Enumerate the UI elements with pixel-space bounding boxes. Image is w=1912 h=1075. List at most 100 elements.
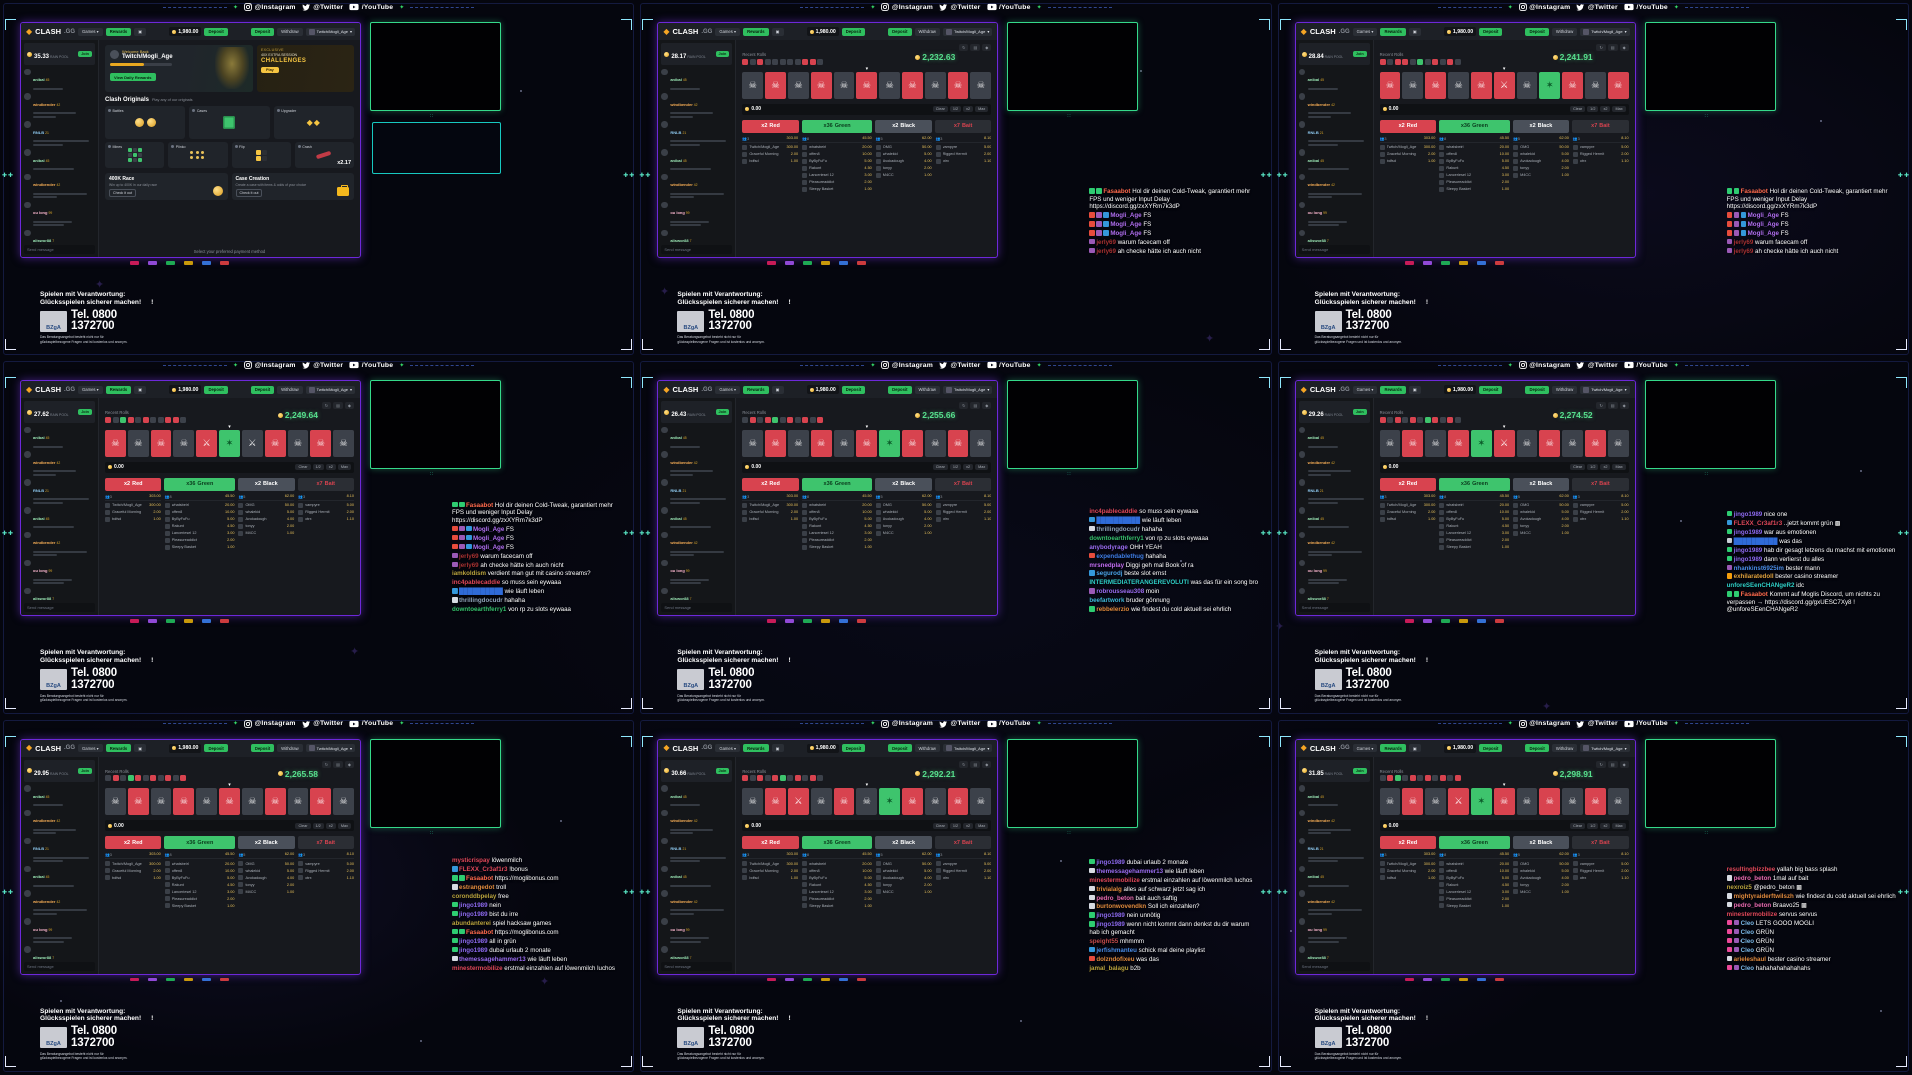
- bet-quick-button[interactable]: 1/2: [949, 822, 962, 829]
- profile-chip[interactable]: Twitch/Mogli_Age ▾: [305, 744, 355, 753]
- bet-quick-button[interactable]: x2: [963, 106, 974, 112]
- roulette-control-button[interactable]: ◆: [1619, 760, 1629, 768]
- bet-quick-button[interactable]: x2: [325, 464, 336, 471]
- rewards-button[interactable]: Rewards: [743, 385, 769, 394]
- roulette-control-button[interactable]: ↻: [959, 760, 969, 768]
- bet-amount-input[interactable]: 0.00: [751, 464, 762, 471]
- youtube-handle[interactable]: /YouTube: [986, 361, 1031, 369]
- bet-button-green[interactable]: x36 Green: [1439, 477, 1510, 491]
- bet-button-black[interactable]: x2 Black: [1512, 477, 1570, 491]
- youtube-handle[interactable]: /YouTube: [349, 361, 393, 369]
- roulette-control-button[interactable]: ↻: [1596, 760, 1606, 768]
- games-menu-button[interactable]: Games ▾: [715, 744, 741, 753]
- deposit-button-right[interactable]: Deposit: [250, 744, 275, 753]
- bet-quick-button[interactable]: x2: [963, 822, 974, 829]
- deposit-button[interactable]: Deposit: [204, 385, 228, 394]
- deposit-button[interactable]: Deposit: [204, 27, 228, 36]
- profile-chip[interactable]: Twitch/Mogli_Age ▾: [305, 27, 355, 36]
- bet-button-bait[interactable]: x7 Bait: [934, 836, 992, 850]
- roulette-control-button[interactable]: ◆: [1619, 44, 1629, 51]
- twitter-handle[interactable]: @Twitter: [939, 720, 981, 728]
- games-menu-button[interactable]: Games ▾: [78, 385, 103, 394]
- roulette-control-button[interactable]: ↻: [321, 402, 332, 410]
- roulette-control-button[interactable]: ▤: [970, 402, 981, 410]
- deposit-button[interactable]: Deposit: [841, 385, 866, 394]
- twitter-handle[interactable]: @Twitter: [302, 3, 344, 11]
- youtube-handle[interactable]: /YouTube: [349, 3, 393, 11]
- roulette-control-button[interactable]: ◆: [344, 402, 354, 410]
- roulette-control-button[interactable]: ▤: [1607, 402, 1618, 410]
- games-menu-button[interactable]: Games ▾: [78, 27, 103, 36]
- bet-button-green[interactable]: x36 Green: [801, 836, 873, 850]
- case-creation-banner[interactable]: Case Creation Create a case with items & …: [231, 173, 354, 200]
- game-card-cases[interactable]: Cases: [189, 106, 270, 139]
- rewards-button[interactable]: Rewards: [105, 27, 132, 36]
- rain-join-button[interactable]: Join: [1352, 51, 1367, 57]
- bet-button-bait[interactable]: x7 Bait: [297, 477, 354, 491]
- bet-quick-button[interactable]: 1/2: [312, 464, 324, 471]
- play-button[interactable]: Play: [260, 67, 279, 73]
- twitter-handle[interactable]: @Twitter: [939, 361, 981, 369]
- bet-button-green[interactable]: x36 Green: [164, 836, 236, 850]
- game-card-mines[interactable]: Mines: [105, 142, 165, 168]
- bet-button-black[interactable]: x2 Black: [238, 836, 295, 850]
- games-menu-button[interactable]: Games ▾: [1352, 385, 1378, 394]
- instagram-handle[interactable]: @Instagram: [881, 3, 933, 11]
- roulette-control-button[interactable]: ◆: [1619, 402, 1629, 410]
- bet-button-red[interactable]: x2 Red: [105, 836, 162, 850]
- roulette-control-button[interactable]: ▤: [970, 760, 981, 768]
- roulette-control-button[interactable]: ◆: [982, 760, 992, 768]
- bet-quick-button[interactable]: x2: [1600, 464, 1611, 471]
- twitter-handle[interactable]: @Twitter: [302, 720, 344, 728]
- bet-button-bait[interactable]: x7 Bait: [934, 477, 992, 491]
- bet-button-green[interactable]: x36 Green: [801, 477, 873, 491]
- instagram-handle[interactable]: @Instagram: [881, 719, 933, 728]
- chat-message-input[interactable]: Send message: [24, 961, 95, 971]
- free-case-icon-button[interactable]: ▣: [134, 385, 147, 394]
- bet-button-bait[interactable]: x7 Bait: [1572, 836, 1629, 850]
- bet-amount-input[interactable]: 0.00: [1388, 106, 1399, 112]
- bet-amount-input[interactable]: 0.00: [751, 106, 762, 112]
- roulette-control-button[interactable]: ▤: [1607, 44, 1618, 51]
- chat-message-input[interactable]: Send message: [24, 603, 95, 613]
- withdraw-button[interactable]: Withdraw: [914, 385, 940, 394]
- deposit-button-right[interactable]: Deposit: [250, 27, 275, 36]
- games-menu-button[interactable]: Games ▾: [1352, 744, 1378, 753]
- deposit-button[interactable]: Deposit: [1479, 27, 1503, 36]
- chat-message-input[interactable]: Send message: [1298, 603, 1370, 613]
- deposit-button-right[interactable]: Deposit: [1525, 385, 1549, 394]
- game-card-upgrader[interactable]: Upgrader ◆◆: [273, 106, 354, 139]
- chat-message-input[interactable]: Send message: [661, 603, 733, 613]
- chat-message-input[interactable]: Send message: [1298, 245, 1370, 254]
- withdraw-button[interactable]: Withdraw: [277, 744, 303, 753]
- bet-button-bait[interactable]: x7 Bait: [297, 836, 354, 850]
- instagram-handle[interactable]: @Instagram: [1518, 361, 1571, 370]
- deposit-button[interactable]: Deposit: [1479, 744, 1503, 753]
- game-card-flip[interactable]: Flip: [231, 142, 291, 168]
- roulette-control-button[interactable]: ▤: [1607, 760, 1618, 768]
- deposit-button-right[interactable]: Deposit: [888, 385, 912, 394]
- deposit-button-right[interactable]: Deposit: [888, 744, 912, 753]
- bet-button-bait[interactable]: x7 Bait: [1572, 477, 1629, 491]
- free-case-icon-button[interactable]: ▣: [771, 744, 784, 753]
- bet-quick-button[interactable]: Clear: [295, 822, 311, 829]
- bet-button-red[interactable]: x2 Red: [742, 836, 799, 850]
- games-menu-button[interactable]: Games ▾: [715, 27, 741, 36]
- roulette-control-button[interactable]: ↻: [1596, 44, 1606, 51]
- bet-quick-button[interactable]: Clear: [1570, 106, 1586, 112]
- twitter-handle[interactable]: @Twitter: [1576, 361, 1618, 369]
- rewards-button[interactable]: Rewards: [105, 744, 132, 753]
- bet-quick-button[interactable]: Clear: [1570, 822, 1586, 829]
- instagram-handle[interactable]: @Instagram: [881, 361, 933, 370]
- deposit-button-right[interactable]: Deposit: [1525, 744, 1549, 753]
- instagram-handle[interactable]: @Instagram: [244, 3, 296, 11]
- withdraw-button[interactable]: Withdraw: [1551, 744, 1578, 753]
- youtube-handle[interactable]: /YouTube: [1624, 720, 1668, 728]
- twitter-handle[interactable]: @Twitter: [302, 361, 344, 369]
- bet-quick-button[interactable]: 1/2: [1587, 464, 1599, 471]
- rewards-button[interactable]: Rewards: [1380, 27, 1406, 36]
- games-menu-button[interactable]: Games ▾: [78, 744, 103, 753]
- instagram-handle[interactable]: @Instagram: [1518, 719, 1571, 728]
- bet-button-black[interactable]: x2 Black: [875, 836, 932, 850]
- profile-chip[interactable]: Twitch/Mogli_Age ▾: [942, 27, 993, 36]
